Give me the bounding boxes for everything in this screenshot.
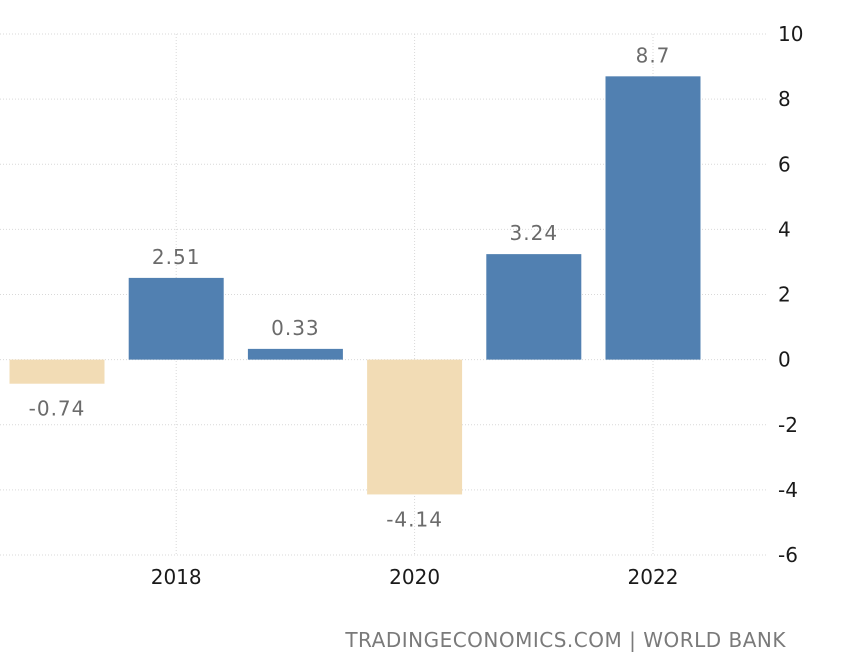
bar-2022 — [605, 76, 701, 360]
bar-2017 — [9, 359, 105, 384]
y-tick-label: 2 — [778, 283, 791, 307]
y-axis-ticks: 10 8 6 4 2 0 -2 -4 -6 — [778, 22, 803, 567]
y-tick-label: -6 — [778, 543, 798, 567]
data-label-2019: 0.33 — [271, 316, 320, 340]
bar-2019 — [247, 348, 343, 360]
x-tick-label: 2020 — [389, 565, 440, 589]
x-tick-label: 2018 — [151, 565, 202, 589]
y-tick-label: 0 — [778, 348, 791, 372]
x-tick-label: 2022 — [628, 565, 679, 589]
y-tick-label: 8 — [778, 87, 791, 111]
x-axis-ticks: 2018 2020 2022 — [151, 565, 679, 589]
data-label-2017: -0.74 — [29, 397, 86, 421]
bar-2020 — [367, 359, 463, 495]
bar-2021 — [486, 254, 582, 360]
y-tick-label: 6 — [778, 152, 791, 176]
source-attribution: TRADINGECONOMICS.COM | WORLD BANK — [344, 628, 786, 652]
data-label-2018: 2.51 — [152, 245, 201, 269]
data-label-2020: -4.14 — [386, 507, 443, 531]
data-label-2022: 8.7 — [636, 43, 671, 67]
y-tick-label: -2 — [778, 413, 798, 437]
data-label-2021: 3.24 — [510, 221, 559, 245]
bar-2018 — [128, 277, 224, 360]
bars — [9, 76, 701, 495]
y-tick-label: 4 — [778, 217, 791, 241]
data-labels: -0.74 2.51 0.33 -4.14 3.24 8.7 — [29, 43, 671, 531]
y-tick-label: -4 — [778, 478, 798, 502]
y-tick-label: 10 — [778, 22, 803, 46]
